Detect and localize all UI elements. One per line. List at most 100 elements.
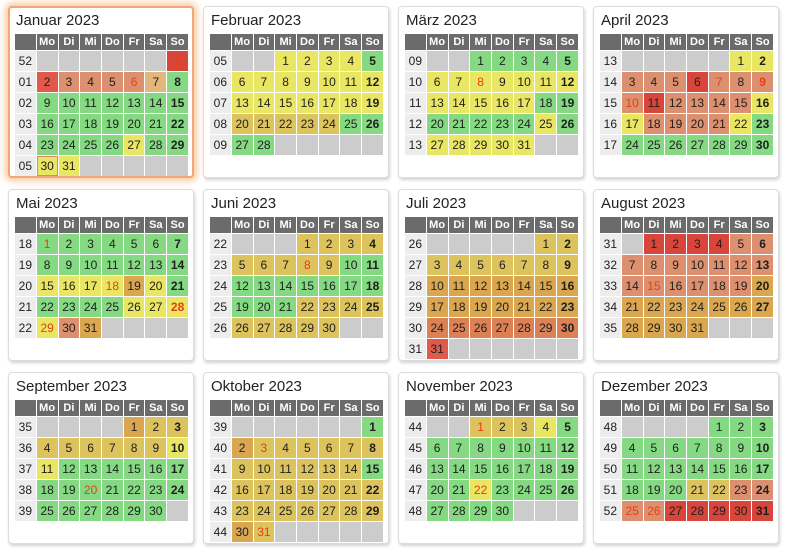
day-cell[interactable]: 9: [491, 72, 513, 92]
day-cell[interactable]: 10: [686, 255, 708, 275]
day-cell[interactable]: 21: [167, 276, 188, 296]
day-cell[interactable]: 3: [80, 234, 101, 254]
day-cell[interactable]: 31: [58, 156, 80, 176]
day-cell[interactable]: 25: [535, 480, 557, 500]
day-cell[interactable]: 30: [145, 501, 167, 521]
day-cell[interactable]: 3: [58, 72, 80, 92]
day-cell[interactable]: 27: [491, 318, 513, 338]
day-cell[interactable]: 21: [513, 297, 535, 317]
day-cell[interactable]: 13: [231, 93, 253, 113]
day-cell[interactable]: 10: [513, 72, 535, 92]
day-cell[interactable]: 3: [686, 234, 708, 254]
day-cell[interactable]: 13: [80, 459, 101, 479]
day-cell[interactable]: 7: [448, 72, 470, 92]
day-cell[interactable]: 4: [535, 51, 557, 71]
day-cell[interactable]: 14: [340, 459, 362, 479]
day-cell[interactable]: 10: [426, 276, 448, 296]
day-cell[interactable]: 8: [708, 438, 730, 458]
day-cell[interactable]: 16: [491, 459, 513, 479]
day-cell[interactable]: 7: [448, 438, 470, 458]
day-cell[interactable]: 5: [643, 438, 665, 458]
day-cell[interactable]: 5: [296, 438, 318, 458]
day-cell[interactable]: 15: [167, 93, 188, 113]
day-cell[interactable]: 5: [231, 255, 253, 275]
day-cell[interactable]: 21: [340, 480, 362, 500]
day-cell[interactable]: 25: [448, 318, 470, 338]
day-cell[interactable]: 8: [275, 72, 296, 92]
day-cell[interactable]: 24: [167, 480, 188, 500]
day-cell[interactable]: 16: [296, 93, 318, 113]
day-cell[interactable]: 26: [557, 114, 578, 134]
day-cell[interactable]: 7: [167, 234, 188, 254]
day-cell[interactable]: 18: [643, 114, 665, 134]
day-cell[interactable]: 18: [621, 480, 643, 500]
day-cell[interactable]: 23: [491, 480, 513, 500]
day-cell[interactable]: 1: [643, 234, 665, 254]
day-cell[interactable]: 19: [643, 480, 665, 500]
day-cell[interactable]: 3: [752, 417, 773, 437]
day-cell[interactable]: 14: [621, 276, 643, 296]
day-cell[interactable]: 29: [730, 135, 752, 155]
day-cell[interactable]: 27: [665, 501, 686, 521]
day-cell[interactable]: 21: [275, 297, 296, 317]
day-cell[interactable]: 18: [535, 459, 557, 479]
day-cell[interactable]: 21: [621, 297, 643, 317]
day-cell[interactable]: 12: [58, 459, 80, 479]
day-cell[interactable]: 16: [491, 93, 513, 113]
day-cell[interactable]: 17: [58, 114, 80, 134]
day-cell[interactable]: 4: [448, 255, 470, 275]
day-cell[interactable]: 15: [470, 93, 491, 113]
day-cell[interactable]: 13: [752, 255, 773, 275]
day-cell[interactable]: 11: [708, 255, 730, 275]
day-cell[interactable]: 13: [318, 459, 340, 479]
day-cell[interactable]: 25: [36, 501, 58, 521]
day-cell[interactable]: 26: [557, 480, 578, 500]
day-cell[interactable]: 31: [686, 318, 708, 338]
day-cell[interactable]: 30: [665, 318, 686, 338]
day-cell[interactable]: 17: [253, 480, 275, 500]
day-cell[interactable]: 16: [752, 93, 773, 113]
day-cell[interactable]: 21: [448, 114, 470, 134]
day-cell[interactable]: 30: [58, 318, 80, 338]
day-cell[interactable]: 5: [557, 51, 578, 71]
day-cell[interactable]: 22: [296, 297, 318, 317]
day-cell[interactable]: 15: [275, 93, 296, 113]
day-cell[interactable]: 17: [513, 93, 535, 113]
day-cell[interactable]: 6: [752, 234, 773, 254]
day-cell[interactable]: 6: [318, 438, 340, 458]
day-cell[interactable]: 2: [491, 51, 513, 71]
day-cell[interactable]: 13: [123, 93, 145, 113]
day-cell[interactable]: 11: [275, 459, 296, 479]
day-cell[interactable]: 21: [448, 480, 470, 500]
day-cell[interactable]: 19: [362, 93, 383, 113]
day-cell[interactable]: 11: [101, 255, 123, 275]
day-cell[interactable]: 23: [318, 297, 340, 317]
day-cell[interactable]: 1: [167, 51, 188, 71]
day-cell[interactable]: 24: [621, 135, 643, 155]
day-cell[interactable]: 7: [513, 255, 535, 275]
day-cell[interactable]: 8: [296, 255, 318, 275]
day-cell[interactable]: 12: [123, 255, 145, 275]
day-cell[interactable]: 16: [665, 276, 686, 296]
day-cell[interactable]: 4: [621, 438, 643, 458]
day-cell[interactable]: 29: [470, 135, 491, 155]
day-cell[interactable]: 23: [491, 114, 513, 134]
day-cell[interactable]: 5: [101, 72, 123, 92]
day-cell[interactable]: 11: [340, 72, 362, 92]
day-cell[interactable]: 22: [470, 114, 491, 134]
day-cell[interactable]: 2: [296, 51, 318, 71]
day-cell[interactable]: 2: [318, 234, 340, 254]
day-cell[interactable]: 24: [253, 501, 275, 521]
day-cell[interactable]: 12: [101, 93, 123, 113]
day-cell[interactable]: 2: [665, 234, 686, 254]
day-cell[interactable]: 5: [665, 72, 686, 92]
day-cell[interactable]: 9: [318, 255, 340, 275]
day-cell[interactable]: 23: [665, 297, 686, 317]
day-cell[interactable]: 19: [730, 276, 752, 296]
day-cell[interactable]: 27: [231, 135, 253, 155]
day-cell[interactable]: 17: [80, 276, 101, 296]
day-cell[interactable]: 27: [318, 501, 340, 521]
day-cell[interactable]: 18: [535, 93, 557, 113]
day-cell[interactable]: 7: [708, 72, 730, 92]
day-cell[interactable]: 2: [231, 438, 253, 458]
